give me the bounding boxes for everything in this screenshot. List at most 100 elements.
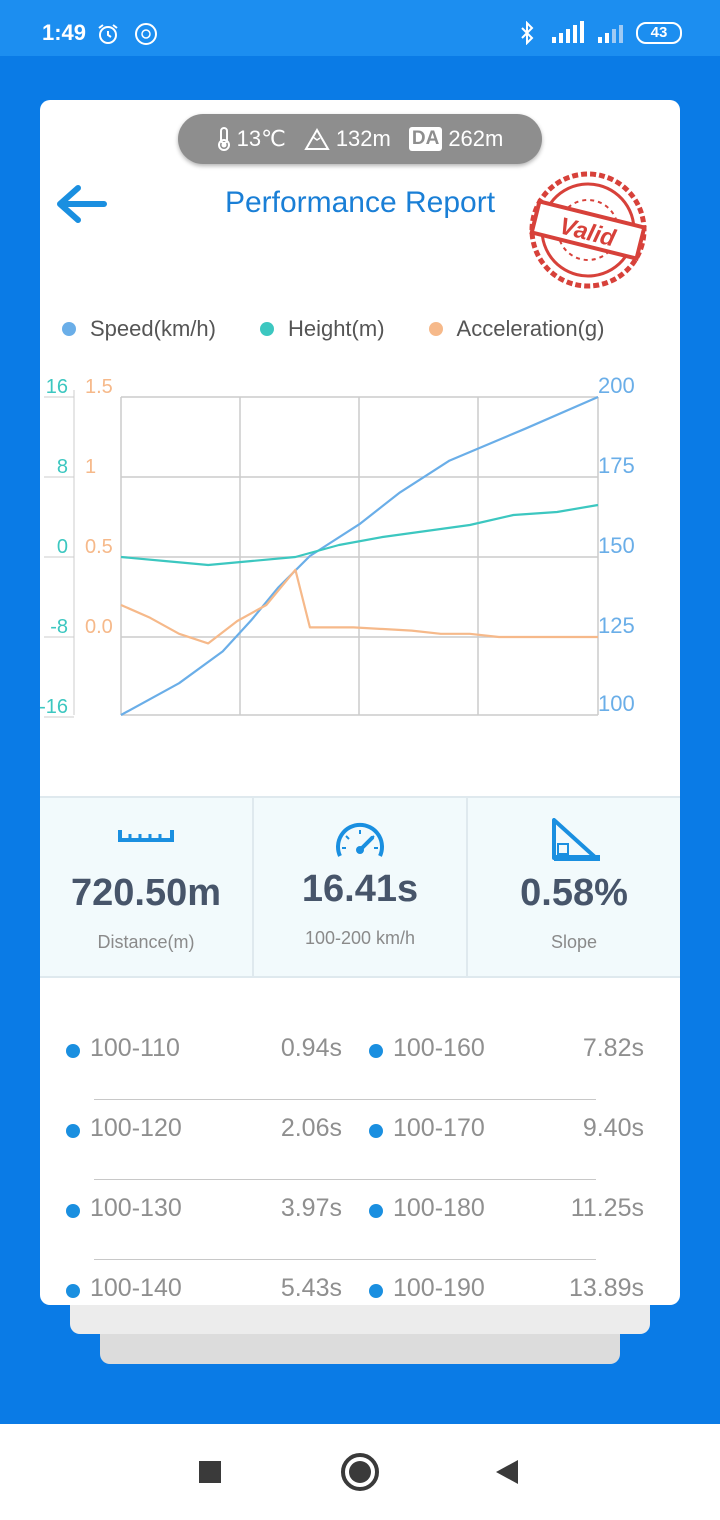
split-range-label: 100-120 — [90, 1114, 182, 1142]
split-dot — [66, 1204, 80, 1218]
speed-tick-label: 100 — [598, 691, 635, 716]
height-tick-label: -8 — [50, 616, 68, 638]
acceleration-tick-label: 1.5 — [85, 376, 113, 398]
row-divider — [94, 1099, 596, 1100]
stat-label: Distance(m) — [97, 932, 195, 952]
home-button[interactable] — [338, 1450, 382, 1494]
speed-tick-label: 150 — [598, 533, 635, 558]
split-time: 7.82s — [582, 1034, 644, 1062]
height-tick-label: -16 — [40, 696, 68, 718]
row-divider — [94, 1259, 596, 1260]
density-altitude-item: DA 262m — [408, 126, 504, 152]
series-line-height-m — [120, 503, 599, 567]
stat-distance: 720.50m Distance(m) — [40, 798, 254, 976]
split-range-label: 100-180 — [393, 1194, 485, 1222]
split-dot — [66, 1284, 80, 1298]
split-time: 5.43s — [280, 1274, 342, 1302]
status-icons: 43 — [518, 20, 682, 46]
stat-slope: 0.58% Slope — [468, 798, 680, 976]
split-time: 13.89s — [568, 1274, 644, 1302]
split-row: 100-130 3.97s 100-180 11.25s — [40, 1180, 680, 1260]
signal-strength-2-icon — [598, 25, 623, 43]
split-dot — [369, 1124, 383, 1138]
back-button[interactable] — [486, 1450, 530, 1494]
series-line-speed-km-h — [120, 395, 599, 716]
split-range-label: 100-170 — [393, 1114, 485, 1142]
legend-item-height: Height(m) — [259, 316, 385, 342]
row-divider — [94, 1179, 596, 1180]
split-time: 2.06s — [280, 1114, 342, 1142]
split-range-label: 100-130 — [90, 1194, 182, 1222]
stat-label: 100-200 km/h — [304, 928, 416, 948]
altitude-value: 132m — [335, 126, 391, 151]
speed-tick-label: 175 — [598, 453, 635, 478]
split-times-list: 100-110 0.94s 100-160 7.82s 100-120 2.06… — [40, 1020, 680, 1305]
split-range-label: 100-110 — [90, 1034, 180, 1062]
series-line-acceleration-g — [120, 568, 598, 645]
temperature-value: 13℃ — [236, 126, 286, 151]
legend-label: Acceleration(g) — [456, 316, 605, 341]
da-badge: DA — [408, 127, 443, 151]
split-row: 100-110 0.94s 100-160 7.82s — [40, 1020, 680, 1100]
thermometer-icon — [217, 127, 230, 151]
back-arrow-icon[interactable] — [54, 182, 108, 226]
mountain-icon — [304, 128, 330, 150]
app-notification-icon — [135, 23, 157, 45]
speed-tick-label: 200 — [598, 373, 635, 398]
legend-dot — [428, 322, 443, 336]
performance-chart: 16 8 0 -8 -16 1.5 1 0.5 0.0 200 175 150 125 100 — [40, 373, 635, 718]
report-card: 13℃ 132m DA 262m Performance Report Vali… — [40, 100, 680, 1305]
chart-legend: Speed(km/h) Height(m) Acceleration(g) — [62, 316, 604, 342]
status-bar: 1:49 43 — [0, 0, 720, 56]
altitude-item: 132m — [304, 126, 391, 152]
split-time: 11.25s — [570, 1194, 644, 1222]
split-time: 3.97s — [280, 1194, 342, 1222]
legend-dot — [259, 322, 274, 336]
alarm-icon — [98, 24, 118, 44]
acceleration-tick-label: 1 — [85, 456, 96, 478]
stat-value: 16.41s — [301, 868, 419, 910]
legend-dot — [62, 322, 76, 336]
acceleration-tick-label: 0.0 — [85, 616, 113, 638]
split-dot — [66, 1124, 80, 1138]
legend-item-speed: Speed(km/h) — [62, 316, 216, 342]
battery-indicator: 43 — [636, 22, 682, 44]
split-dot — [369, 1044, 383, 1058]
split-dot — [369, 1204, 383, 1218]
speedometer-icon — [336, 822, 384, 857]
status-time: 1:49 — [42, 20, 87, 45]
stat-label: Slope — [550, 932, 598, 952]
temperature-item: 13℃ — [217, 126, 286, 152]
recent-apps-button[interactable] — [188, 1450, 232, 1494]
signal-strength-icon — [552, 21, 584, 43]
split-time: 0.94s — [280, 1034, 342, 1062]
split-range-label: 100-160 — [393, 1034, 485, 1062]
split-row: 100-140 5.43s 100-190 13.89s — [40, 1260, 680, 1305]
split-dot — [66, 1044, 80, 1058]
page-title: Performance Report — [224, 186, 496, 219]
split-time: 9.40s — [582, 1114, 644, 1142]
density-altitude-value: 262m — [448, 126, 504, 151]
legend-item-acceleration: Acceleration(g) — [428, 316, 605, 342]
acceleration-tick-label: 0.5 — [85, 536, 113, 558]
split-range-label: 100-190 — [393, 1274, 485, 1302]
valid-stamp: Valid — [529, 171, 647, 289]
split-row: 100-120 2.06s 100-170 9.40s — [40, 1100, 680, 1180]
stat-value: 0.58% — [520, 872, 628, 914]
legend-label: Speed(km/h) — [90, 316, 216, 341]
ruler-icon — [118, 830, 174, 842]
height-tick-label: 16 — [46, 376, 68, 398]
split-range-label: 100-140 — [90, 1274, 182, 1302]
bluetooth-icon — [521, 21, 534, 45]
legend-label: Height(m) — [287, 316, 385, 341]
split-dot — [369, 1284, 383, 1298]
height-tick-label: 8 — [57, 456, 68, 478]
slope-icon — [552, 818, 600, 861]
height-tick-label: 0 — [57, 536, 68, 558]
stat-time: 16.41s 100-200 km/h — [254, 798, 468, 976]
stats-panel: 720.50m Distance(m) 16.41s 100-200 km/h … — [40, 796, 680, 978]
conditions-pill: 13℃ 132m DA 262m — [178, 114, 542, 164]
system-nav-bar — [0, 1424, 720, 1520]
speed-tick-label: 125 — [598, 613, 635, 638]
stat-value: 720.50m — [70, 872, 221, 914]
